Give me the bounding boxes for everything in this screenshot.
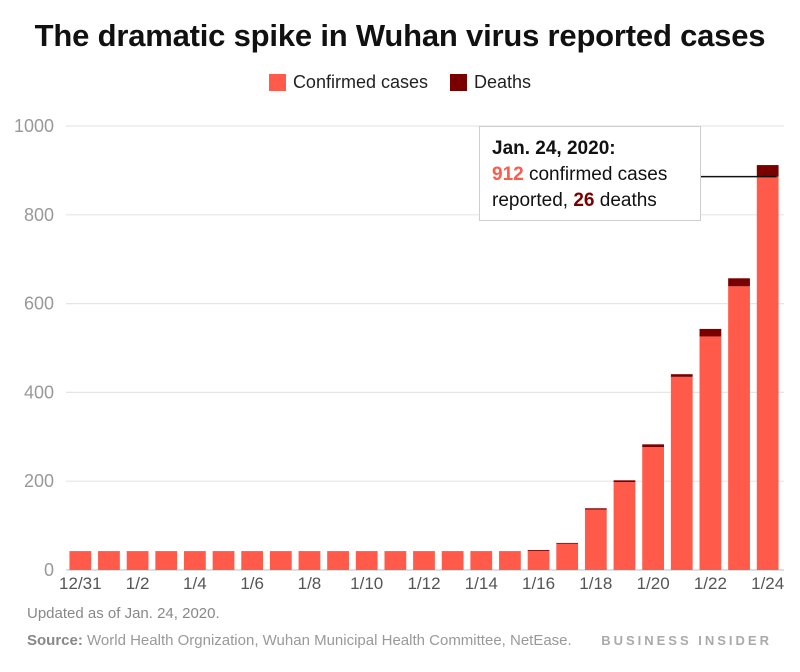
y-tick-label: 600 [24, 294, 54, 314]
bar-confirmed [212, 551, 235, 570]
callout-deaths-value: 26 [573, 190, 595, 211]
source-label: Source: [27, 632, 83, 649]
bar-confirmed [98, 551, 120, 570]
x-tick-label: 12/31 [59, 574, 102, 593]
source-note: Source: World Health Orgnization, Wuhan … [27, 632, 572, 649]
legend-item-deaths: Deaths [450, 72, 531, 93]
y-axis-ticks: 0 200 400 600 800 1000 [14, 116, 54, 580]
bar-deaths [699, 328, 722, 337]
bar-confirmed [470, 551, 493, 570]
bar-confirmed [355, 551, 378, 570]
legend-label-deaths: Deaths [474, 72, 532, 92]
bar-deaths [584, 508, 607, 510]
bar-confirmed [499, 551, 521, 570]
legend-item-confirmed: Confirmed cases [268, 72, 428, 93]
y-tick-label: 800 [24, 205, 54, 225]
bar-confirmed [69, 551, 92, 570]
bar-deaths [670, 374, 693, 377]
legend: Confirmed cases Deaths [0, 72, 800, 93]
bar-confirmed [756, 176, 779, 570]
callout-heading: Jan. 24, 2020: [492, 138, 616, 159]
x-tick-label: 1/12 [407, 574, 440, 593]
bar-confirmed [441, 551, 464, 570]
x-tick-label: 1/6 [240, 574, 264, 593]
callout-line-1: 912 confirmed cases [492, 162, 688, 188]
legend-swatch-confirmed [268, 74, 286, 91]
callout-line-2: reported, 26 deaths [492, 188, 688, 214]
x-tick-label: 1/4 [183, 574, 207, 593]
bar-confirmed [126, 551, 149, 570]
x-tick-label: 1/10 [350, 574, 383, 593]
callout-confirmed-value: 912 [492, 164, 524, 185]
bar-confirmed [384, 551, 407, 570]
bar-confirmed [183, 551, 206, 570]
x-tick-label: 1/16 [522, 574, 555, 593]
x-tick-label: 1/24 [751, 574, 784, 593]
bar-confirmed [728, 286, 750, 570]
bar-deaths [527, 550, 550, 551]
bar-deaths [728, 278, 750, 287]
footnote: Updated as of Jan. 24, 2020. [27, 605, 220, 622]
legend-swatch-deaths [450, 74, 467, 91]
source-text: World Health Orgnization, Wuhan Municipa… [82, 632, 572, 649]
y-tick-label: 200 [24, 471, 54, 491]
bar-confirmed [327, 551, 349, 570]
x-tick-label: 1/20 [637, 574, 670, 593]
bar-confirmed [584, 509, 607, 570]
legend-label-confirmed: Confirmed cases [292, 72, 428, 92]
x-tick-label: 1/22 [694, 574, 727, 593]
x-tick-label: 1/2 [126, 574, 150, 593]
bar-confirmed [413, 551, 435, 570]
bar-confirmed [670, 376, 693, 570]
annotation-callout: Jan. 24, 2020: 912 confirmed cases repor… [479, 126, 701, 221]
bar-deaths [642, 444, 665, 448]
bar-confirmed [241, 551, 264, 570]
bar-deaths [556, 542, 579, 544]
brand-logo-text: BUSINESS INSIDER [601, 633, 772, 648]
bar-confirmed [613, 482, 636, 570]
bar-confirmed [699, 336, 722, 570]
y-tick-label: 1000 [14, 116, 54, 136]
bar-confirmed [642, 447, 665, 570]
bar-confirmed [298, 551, 321, 570]
bars [69, 165, 779, 570]
chart-title: The dramatic spike in Wuhan virus report… [34, 18, 766, 53]
x-tick-label: 1/14 [465, 574, 498, 593]
x-axis-ticks: 12/31 1/2 1/4 1/6 1/8 1/10 1/12 1/14 1/16 1/18 1/2… [59, 574, 784, 593]
bar-confirmed [155, 551, 178, 570]
x-tick-label: 1/8 [298, 574, 322, 593]
bar-confirmed [527, 550, 550, 570]
callout-text-2: reported, [492, 190, 574, 211]
bar-deaths [613, 480, 636, 483]
callout-text-3: deaths [594, 190, 657, 211]
bar-confirmed [269, 551, 292, 570]
bar-confirmed [556, 543, 579, 570]
x-tick-label: 1/18 [579, 574, 612, 593]
bar-deaths [756, 165, 779, 177]
callout-text-1: confirmed cases [523, 164, 668, 185]
y-tick-label: 400 [24, 382, 54, 402]
y-tick-label: 0 [44, 560, 54, 580]
